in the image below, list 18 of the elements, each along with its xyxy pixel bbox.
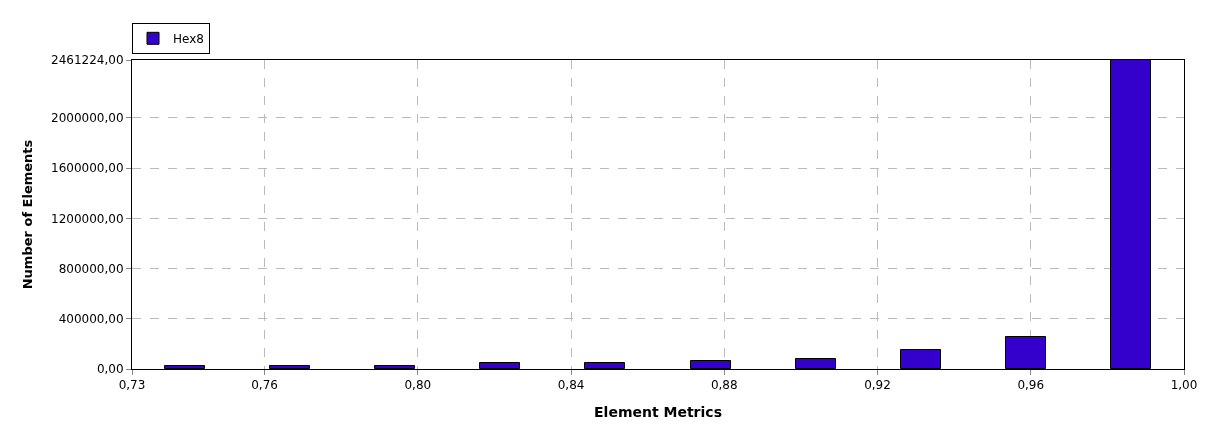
x-axis-title: Element Metrics [594,403,722,420]
x-tick-label: 0,76 [251,378,278,393]
x-tick-label: 0,80 [404,378,432,393]
y-tick-label: 2461224,00 [51,53,124,68]
y-tick-label: 800000,00 [58,261,124,276]
x-tick-label: 0,73 [118,378,146,393]
x-tick-label: 0,88 [710,378,738,393]
y-tick-label: 400000,00 [58,311,124,326]
legend-label: Hex8 [173,32,204,46]
x-tick-label: 0,96 [1017,378,1045,393]
y-tick-label: 1200000,00 [51,211,124,226]
x-tick-label: 0,92 [864,378,891,393]
y-tick-label: 2000000,00 [51,111,124,126]
y-axis-title: Number of Elements [20,139,36,290]
y-tick-label: 0,00 [96,362,124,377]
x-tick-label: 1,00 [1170,378,1198,393]
y-tick-label: 1600000,00 [51,161,124,176]
x-tick-label: 0,84 [557,378,585,393]
